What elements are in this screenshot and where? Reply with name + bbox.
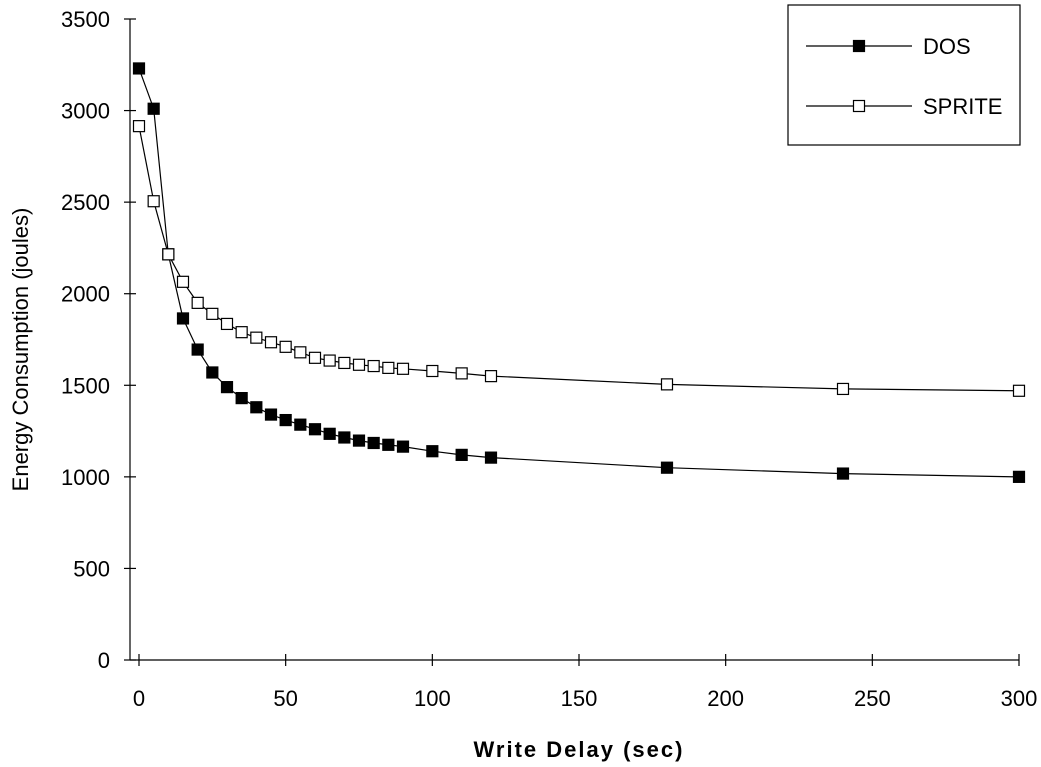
sprite-point [279,340,292,353]
series-layer [132,62,1026,483]
dos-point [338,431,351,444]
sprite-point [191,296,204,309]
dos-point [220,381,234,394]
sprite-point [323,354,336,367]
sprite-point [484,370,498,383]
dos-point [308,423,322,436]
y-tick-label: 3500 [61,7,110,32]
sprite-point [132,120,146,133]
legend-sprite-marker [852,99,866,113]
sprite-point [836,382,850,396]
x-tick-label: 0 [133,686,145,711]
sprite-point [147,195,160,208]
x-tick-label: 300 [1001,686,1038,711]
legend-dos-label: DOS [923,34,971,59]
dos-point [264,408,278,421]
legend-box [787,4,1021,146]
dos-point [294,418,307,431]
sprite-point [338,356,351,370]
y-axis-title: Energy Consumption (joules) [8,208,33,492]
dos-point [235,392,248,405]
sprite-point [294,346,307,359]
dos-point [323,427,336,440]
sprite-point [396,362,410,375]
sprite-point [455,367,468,380]
dos-point [836,467,850,480]
y-tick-label: 0 [98,648,110,673]
sprite-point [352,358,366,371]
sprite-point [220,317,234,331]
dos-point [382,438,395,451]
dos-point [250,401,263,414]
sprite-point [382,361,395,374]
dos-point [367,436,380,450]
sprite-point [367,359,380,373]
y-tick-label: 1500 [61,373,110,398]
y-tick-label: 2000 [61,282,110,307]
legend-sprite-label: SPRITE [923,94,1002,119]
sprite-point [264,336,278,349]
sprite-point [660,378,674,391]
dos-point [660,461,674,474]
x-tick-label: 150 [561,686,598,711]
sprite-point [426,364,439,378]
dos-point [352,434,366,447]
sprite-point [176,275,190,288]
dos-point [206,366,219,379]
dos-point [132,62,146,75]
dos-point [191,343,204,356]
y-tick-label: 3000 [61,99,110,124]
dos-point [176,312,190,325]
series-dos [132,62,1026,483]
dos-point [1012,470,1026,483]
dos-point [147,102,160,115]
x-tick-label: 200 [707,686,744,711]
legend-dos-marker [852,39,866,53]
dos-point [396,440,410,453]
dos-point [484,451,498,464]
dos-point [279,413,292,427]
x-tick-label: 100 [414,686,451,711]
axes: 0 500 1000 1500 2000 2500 3000 3500 0 50 100 150 200… [61,7,1037,711]
x-axis-title: Write Delay (sec) [474,737,685,762]
legend: DOS SPRITE [787,4,1021,146]
y-tick-label: 2500 [61,190,110,215]
y-tick-label: 500 [73,556,110,581]
series-sprite [132,120,1026,397]
sprite-point [250,331,263,344]
sprite-point [162,248,175,261]
sprite-line [138,125,1020,392]
dos-point [455,448,468,461]
y-tick-label: 1000 [61,465,110,490]
sprite-point [206,307,219,320]
x-tick-label: 50 [273,686,297,711]
x-tick-label: 250 [854,686,891,711]
sprite-point [1012,384,1026,397]
dos-point [426,445,439,458]
sprite-point [308,351,322,364]
sprite-point [235,326,248,339]
